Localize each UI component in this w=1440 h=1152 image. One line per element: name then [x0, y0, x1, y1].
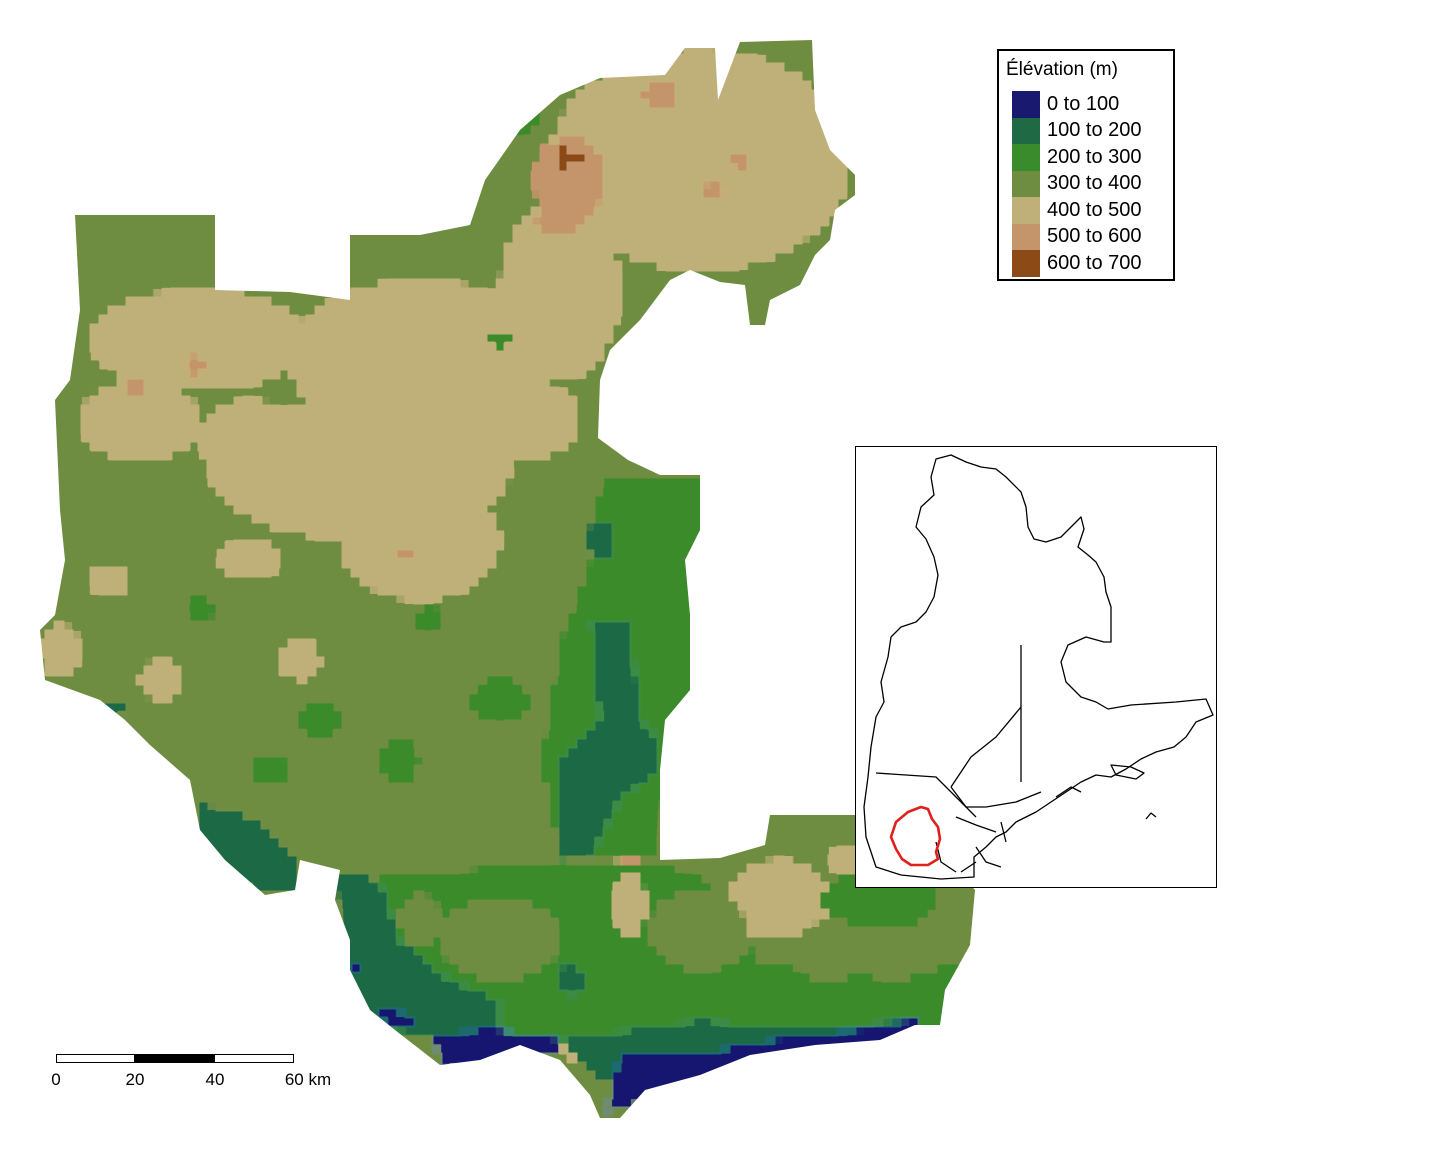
scale-label-0: 0	[51, 1070, 61, 1089]
legend-swatch	[1012, 223, 1040, 250]
study-region-highlight	[889, 805, 942, 867]
legend-item: 600 to 700	[1012, 250, 1142, 277]
legend-item: 0 to 100	[1012, 91, 1142, 118]
legend-swatch	[1012, 170, 1040, 197]
scale-label-40: 40	[205, 1070, 225, 1089]
scale-segment-2	[134, 1054, 216, 1063]
legend-label: 500 to 600	[1047, 225, 1142, 248]
legend-label: 200 to 300	[1047, 145, 1142, 168]
legend-title: Élévation (m)	[1006, 59, 1118, 80]
map-legend: Élévation (m) 0 to 100 100 to 200 200 to 3…	[997, 49, 1175, 281]
legend-swatch	[1012, 91, 1040, 118]
legend-label: 600 to 700	[1047, 251, 1142, 274]
province-outline	[863, 454, 1214, 880]
legend-label: 0 to 100	[1047, 92, 1120, 115]
scale-segment-1	[56, 1054, 136, 1063]
legend-swatch	[1012, 144, 1040, 171]
legend-item: 400 to 500	[1012, 197, 1142, 224]
legend-label: 100 to 200	[1047, 119, 1142, 142]
legend-label: 300 to 400	[1047, 172, 1142, 195]
legend-item: 100 to 200	[1012, 117, 1142, 144]
island-anticosti	[1110, 764, 1145, 780]
legend-item: 500 to 600	[1012, 223, 1142, 250]
legend-items: 0 to 100 100 to 200 200 to 300 300 to 400 40…	[1012, 91, 1142, 277]
scale-label-20: 20	[125, 1070, 145, 1089]
scale-label-60: 60 km	[284, 1070, 332, 1089]
scale-segment-3	[214, 1054, 294, 1063]
legend-item: 300 to 400	[1012, 170, 1142, 197]
scale-bar: 0 20 40 60 km	[50, 1050, 350, 1095]
legend-item: 200 to 300	[1012, 144, 1142, 171]
inset-quebec-outline	[863, 454, 1214, 880]
legend-label: 400 to 500	[1047, 198, 1142, 221]
legend-swatch	[1012, 250, 1040, 277]
legend-swatch	[1012, 197, 1040, 224]
inset-locator-map	[855, 446, 1217, 888]
legend-swatch	[1012, 117, 1040, 144]
